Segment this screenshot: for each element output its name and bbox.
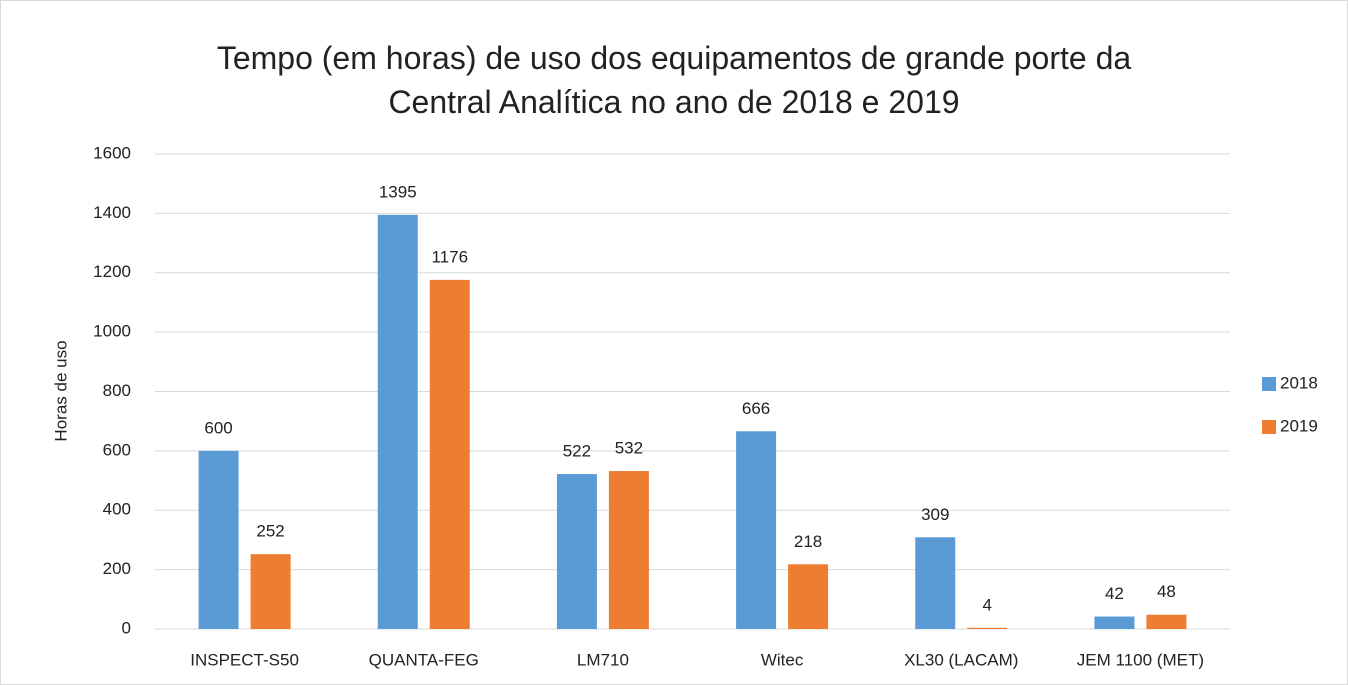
legend-swatch	[1262, 420, 1276, 434]
y-tick-label: 1400	[93, 203, 131, 222]
y-tick-label: 200	[103, 559, 131, 578]
data-label: 42	[1105, 584, 1124, 603]
y-tick-label: 800	[103, 381, 131, 400]
bar	[1146, 614, 1187, 629]
bar	[429, 279, 470, 629]
y-tick-label: 400	[103, 500, 131, 519]
y-tick-label: 1000	[93, 322, 131, 341]
bar	[377, 214, 418, 629]
bar	[736, 431, 777, 629]
y-tick-label: 0	[122, 618, 131, 637]
x-tick-label: INSPECT-S50	[190, 650, 299, 669]
bar	[1094, 616, 1135, 629]
bar	[915, 537, 956, 629]
data-label: 666	[742, 399, 770, 418]
legend-label: 2019	[1280, 416, 1318, 435]
y-tick-label: 600	[103, 440, 131, 459]
data-label: 309	[921, 505, 949, 524]
x-tick-label: QUANTA-FEG	[369, 650, 479, 669]
data-label: 532	[615, 439, 643, 458]
y-tick-label: 1200	[93, 262, 131, 281]
x-tick-label: JEM 1100 (MET)	[1077, 650, 1204, 669]
data-label: 1176	[431, 247, 468, 266]
legend-swatch	[1262, 377, 1276, 391]
bar	[198, 450, 239, 629]
bar	[788, 564, 829, 629]
legend-label: 2018	[1280, 373, 1318, 392]
data-label: 4	[983, 595, 992, 614]
x-tick-label: Witec	[761, 650, 804, 669]
chart-title: Tempo (em horas) de uso dos equipamentos…	[216, 40, 1132, 120]
data-label: 600	[204, 418, 232, 437]
data-label: 48	[1157, 582, 1176, 601]
bar	[556, 474, 597, 629]
y-tick-label: 1600	[93, 143, 131, 162]
data-label: 1395	[379, 182, 417, 201]
bar	[250, 554, 291, 629]
x-tick-label: LM710	[577, 650, 629, 669]
data-label: 252	[256, 522, 284, 541]
bar	[608, 471, 649, 629]
data-label: 522	[563, 442, 591, 461]
bar	[967, 627, 1008, 629]
data-label: 218	[794, 532, 822, 551]
x-tick-label: XL30 (LACAM)	[904, 650, 1018, 669]
y-axis-label: Horas de uso	[51, 340, 70, 441]
